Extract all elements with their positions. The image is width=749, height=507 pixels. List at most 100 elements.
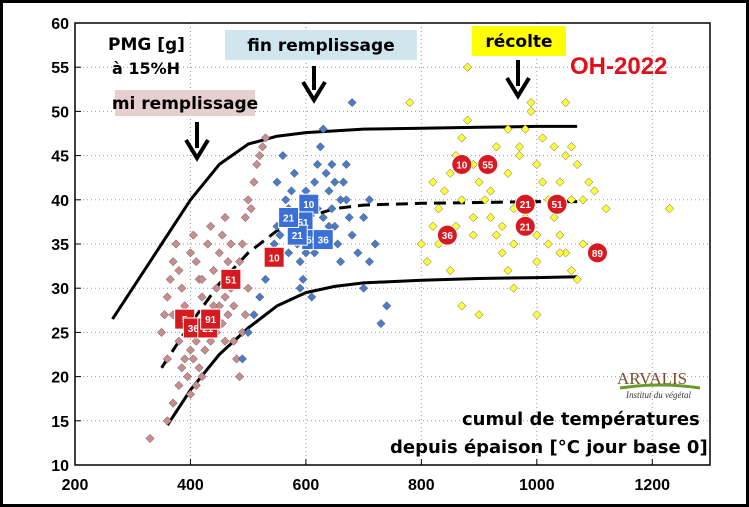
- data-point: [206, 221, 216, 231]
- data-point: [260, 274, 271, 284]
- data-point: [243, 283, 253, 293]
- y-tick-label: 30: [51, 281, 69, 298]
- data-point: [364, 195, 374, 205]
- data-point: [497, 248, 507, 258]
- data-point: [312, 159, 323, 169]
- stage-label-box: [472, 26, 566, 56]
- variety-marker-label: 55: [306, 236, 318, 247]
- data-point: [338, 177, 348, 187]
- variety-marker: 36: [312, 229, 334, 251]
- data-point: [327, 204, 337, 214]
- data-point: [278, 151, 288, 161]
- data-point: [538, 133, 548, 143]
- variety-marker-label: 10: [269, 253, 281, 264]
- data-point: [532, 310, 542, 320]
- envelope-curve-solid: [166, 275, 578, 427]
- variety-marker: 89: [586, 242, 608, 264]
- data-point: [185, 345, 196, 355]
- data-point: [318, 124, 328, 134]
- stage-label: mi remplissage: [112, 94, 258, 114]
- variety-marker: 21: [278, 206, 300, 228]
- data-point: [255, 292, 265, 302]
- data-point: [220, 292, 230, 302]
- variety-marker: 10: [263, 246, 285, 268]
- stage-0: mi remplissage: [112, 90, 258, 162]
- variety-marker-square: [200, 308, 222, 330]
- data-point: [578, 239, 588, 249]
- data-point: [275, 230, 285, 240]
- data-point: [177, 363, 187, 373]
- data-point: [162, 292, 172, 302]
- data-point: [584, 177, 594, 187]
- data-point: [249, 177, 259, 187]
- data-point: [497, 221, 507, 231]
- data-point: [220, 336, 230, 346]
- data-point: [171, 239, 181, 249]
- data-point: [203, 239, 213, 249]
- data-point: [468, 230, 478, 240]
- data-point: [445, 265, 455, 276]
- data-point: [162, 354, 172, 364]
- data-point: [310, 248, 320, 258]
- stage-2: récolte: [472, 26, 566, 100]
- y-tick-label: 45: [51, 149, 69, 166]
- variety-marker: 51: [220, 268, 242, 290]
- data-point: [526, 98, 536, 108]
- data-point: [318, 212, 328, 223]
- data-point: [474, 177, 484, 187]
- data-point: [223, 310, 233, 320]
- variety-marker: 10: [451, 153, 473, 175]
- variety-marker-label: 21: [520, 222, 532, 233]
- data-point: [249, 310, 259, 320]
- variety-marker-label: 51: [297, 218, 309, 229]
- frame-background: [3, 3, 746, 504]
- variety-marker-circle: [436, 224, 458, 246]
- data-point: [237, 239, 247, 249]
- variety-marker-square: [312, 229, 334, 251]
- y-tick-label: 35: [51, 237, 69, 254]
- data-point: [295, 257, 305, 267]
- data-point: [168, 257, 178, 267]
- data-point: [335, 257, 346, 267]
- data-point: [457, 133, 467, 143]
- down-arrow-icon: [301, 80, 327, 104]
- data-point: [223, 257, 233, 267]
- data-point: [295, 283, 305, 293]
- data-point: [416, 239, 426, 249]
- data-point: [246, 204, 256, 214]
- data-point: [327, 159, 337, 169]
- data-point: [561, 151, 571, 161]
- variety-marker-square: [220, 268, 242, 290]
- data-point: [145, 433, 155, 444]
- data-point: [252, 159, 262, 169]
- data-point: [174, 336, 184, 346]
- data-point: [315, 142, 325, 152]
- variety-marker: 91: [200, 308, 222, 330]
- data-point: [226, 239, 236, 249]
- data-point: [260, 133, 271, 143]
- data-point: [162, 416, 172, 426]
- data-point: [243, 327, 253, 337]
- x-axis-title-line2: depuis épaison [°C jour base 0]: [390, 437, 708, 458]
- data-point: [165, 274, 175, 284]
- stage-1: fin remplissage: [225, 30, 417, 104]
- envelope-curve-solid: [111, 124, 578, 320]
- data-point: [439, 186, 450, 196]
- data-point: [324, 186, 334, 196]
- data-point: [434, 204, 444, 214]
- chart-title: OH-2022: [570, 53, 667, 80]
- y-tick-label: 55: [51, 60, 69, 77]
- data-point: [353, 248, 363, 258]
- data-point: [191, 380, 201, 390]
- data-point: [321, 168, 331, 178]
- data-point: [188, 230, 198, 240]
- data-point: [532, 159, 542, 169]
- data-point: [168, 398, 178, 408]
- data-point: [566, 142, 577, 152]
- data-point: [457, 301, 467, 311]
- data-point: [197, 372, 207, 382]
- data-point: [538, 177, 548, 187]
- variety-marker-square: [278, 206, 300, 228]
- data-point: [514, 151, 525, 161]
- data-point: [229, 336, 239, 346]
